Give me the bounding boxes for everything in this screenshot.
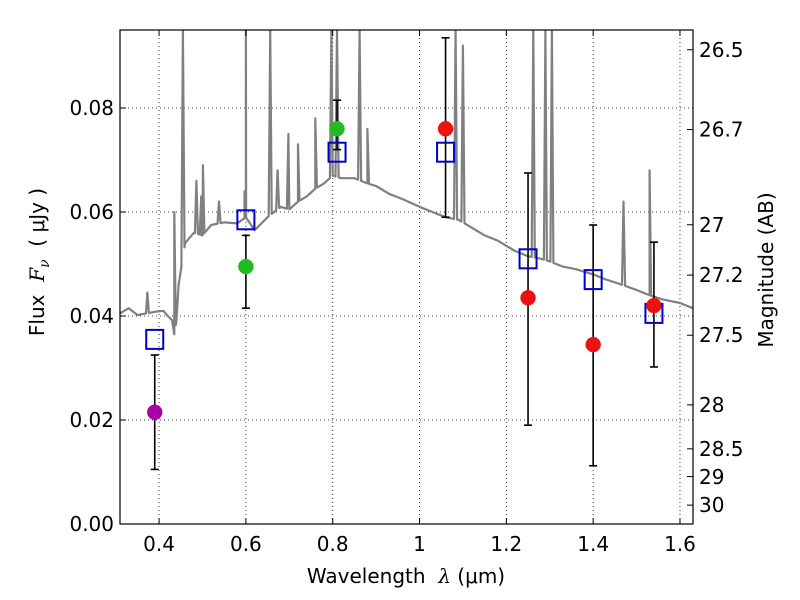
y-axis-title: Flux Fν ( μJy ) <box>25 188 53 336</box>
model-photometry-point <box>236 209 256 231</box>
observed-photometry-point <box>520 290 536 306</box>
x-tick-label: 1 <box>413 532 426 556</box>
plot-frame <box>119 29 694 525</box>
magnitude-tick-label: 26.5 <box>699 38 744 62</box>
y-tick-label: 0.08 <box>69 96 114 120</box>
x-axis-title: Wavelength λ (μm) <box>307 564 505 588</box>
observed-photometry-point <box>646 297 662 314</box>
model-photometry-point <box>145 328 165 350</box>
x-tick-label: 1.2 <box>490 532 522 556</box>
magnitude-tick-label: 27 <box>699 213 724 237</box>
y-tick-label: 0.04 <box>69 304 114 328</box>
plot-background <box>120 30 693 524</box>
magnitude-tick-label: 27.5 <box>699 323 744 347</box>
model-photometry-point <box>327 141 347 163</box>
x-tick-label: 0.8 <box>317 532 349 556</box>
axis-ticks: 0.4 0.6 0.8 1 1.2 1.4 1.6 0.00 0.02 0.04 0.06 0.08 2… <box>69 30 744 556</box>
y-tick-label: 0.00 <box>69 512 114 536</box>
observed-photometry-point <box>437 121 454 137</box>
x-tick-label: 1.6 <box>664 532 696 556</box>
magnitude-tick-label: 29 <box>699 465 724 489</box>
magnitude-tick-label: 28.5 <box>699 437 744 461</box>
x-tick-label: 0.4 <box>143 532 175 556</box>
observed-photometry-point <box>146 404 163 420</box>
model-spectrum-line <box>120 30 693 336</box>
model-photometry-point <box>436 141 456 163</box>
model-photometry-point <box>518 248 538 270</box>
y2-axis-title: Magnitude (AB) <box>754 192 778 347</box>
magnitude-tick-label: 30 <box>699 493 724 517</box>
observed-photometry-point <box>329 121 345 137</box>
observed-photometry-point <box>585 336 601 353</box>
x-tick-label: 1.4 <box>577 532 609 556</box>
model-photometry-point <box>583 269 603 291</box>
y-tick-label: 0.06 <box>69 200 114 224</box>
y-tick-label: 0.02 <box>69 408 114 432</box>
model-spectrum <box>120 30 693 336</box>
x-tick-label: 0.6 <box>230 532 262 556</box>
observed-photometry-point <box>238 258 254 275</box>
magnitude-tick-label: 26.7 <box>699 118 744 142</box>
data-points <box>145 121 664 420</box>
magnitude-tick-label: 28 <box>699 393 724 417</box>
magnitude-tick-label: 27.2 <box>699 263 744 287</box>
